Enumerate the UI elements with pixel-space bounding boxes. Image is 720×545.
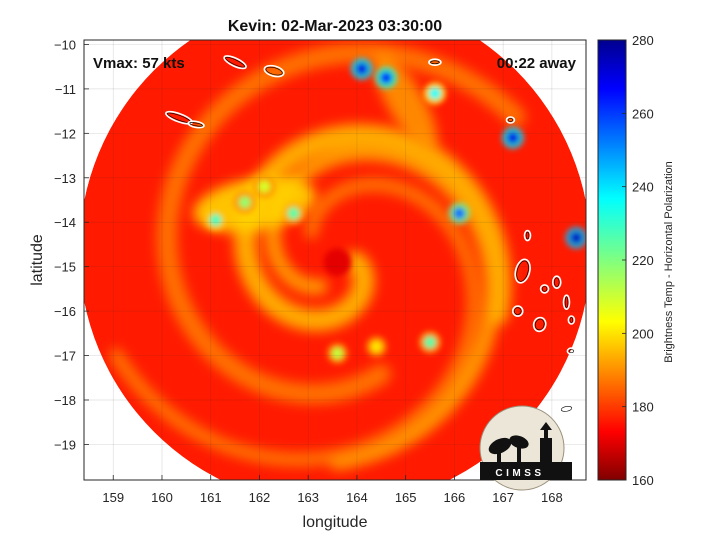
rain-bands [109, 42, 526, 471]
x-tick-label: 164 [346, 490, 368, 505]
chart-title: Kevin: 02-Mar-2023 03:30:00 [228, 18, 442, 35]
x-axis-label: longitude [303, 514, 368, 531]
island-outline [187, 120, 205, 129]
cold-cells [204, 57, 586, 365]
cold-cell [565, 226, 586, 249]
cold-cell [204, 209, 227, 231]
island-outline [566, 347, 577, 355]
x-axis-ticks: 159 160 161 162 163 164 165 166 167 168 [102, 475, 563, 505]
y-tick-label: −18 [54, 393, 76, 408]
cold-cell [350, 57, 373, 80]
y-tick-label: −14 [54, 215, 76, 230]
island-outline [223, 55, 247, 70]
cold-cell [423, 82, 446, 105]
x-tick-label: 167 [492, 490, 514, 505]
cold-cell [233, 191, 256, 214]
cold-cell [253, 175, 276, 198]
y-axis-ticks: −10 −11 −12 −13 −14 −15 −16 −17 −18 −19 [54, 37, 89, 452]
axes-box [83, 39, 587, 481]
rain-band [157, 42, 526, 404]
colorbar-ticks: 160 180 200 220 240 260 280 [622, 33, 654, 488]
cold-cell [326, 342, 349, 365]
y-tick-label: −15 [54, 260, 76, 275]
island-outline [514, 258, 531, 284]
y-tick-label: −19 [54, 437, 76, 452]
colorbar-tick-label: 260 [632, 106, 654, 121]
colorbar [597, 39, 627, 481]
island-outline [532, 316, 547, 333]
x-tick-label: 161 [200, 490, 222, 505]
x-tick-label: 166 [444, 490, 466, 505]
cimss-logo: CIMSS [479, 405, 572, 491]
x-tick-label: 160 [151, 490, 173, 505]
y-tick-label: −16 [54, 304, 76, 319]
grid [84, 40, 586, 480]
island-outline [558, 403, 575, 414]
x-tick-label: 165 [395, 490, 417, 505]
island-outline [523, 229, 532, 242]
y-tick-label: −10 [54, 37, 76, 52]
colorbar-tick-label: 200 [632, 326, 654, 341]
logo-text: CIMSS [495, 468, 544, 479]
vmax-annotation: Vmax: 57 kts [93, 55, 185, 72]
cold-cell [501, 126, 524, 149]
x-tick-label: 163 [297, 490, 319, 505]
island-outline [539, 284, 550, 294]
rain-band [234, 124, 511, 332]
logo-silhouette-icon [480, 422, 572, 480]
x-tick-label: 162 [249, 490, 271, 505]
y-tick-label: −12 [54, 126, 76, 141]
y-tick-label: −13 [54, 171, 76, 186]
island-outline [562, 294, 571, 311]
y-tick-label: −11 [55, 82, 76, 97]
rain-band [264, 144, 501, 471]
island-outline [567, 315, 576, 325]
cold-cell [419, 331, 442, 354]
x-tick-label: 159 [102, 490, 124, 505]
island-outline [505, 116, 516, 124]
y-tick-label: −17 [54, 349, 76, 364]
colorbar-tick-label: 280 [632, 33, 654, 48]
colorbar-tick-label: 180 [632, 400, 654, 415]
time-offset-annotation: 00:22 away [497, 55, 577, 72]
cold-cell [448, 202, 471, 225]
rain-band [109, 177, 481, 467]
colorbar-label: Brightness Temp - Horizontal Polarizatio… [663, 161, 675, 363]
x-tick-label: 168 [541, 490, 563, 505]
storm-eye [323, 248, 352, 277]
island-outline [551, 275, 562, 290]
island-outline [428, 58, 442, 67]
colorbar-tick-label: 220 [632, 253, 654, 268]
swath-image [84, 40, 586, 480]
data-layer [84, 40, 586, 480]
colorbar-tick-label: 240 [632, 180, 654, 195]
cold-cell [365, 335, 388, 358]
cold-cell [375, 66, 398, 89]
coastlines [165, 55, 577, 414]
colorbar-tick-label: 160 [632, 473, 654, 488]
y-axis-label: latitude [29, 234, 46, 286]
island-outline [511, 305, 524, 317]
cold-cell [282, 202, 305, 225]
island-outline [263, 64, 285, 78]
